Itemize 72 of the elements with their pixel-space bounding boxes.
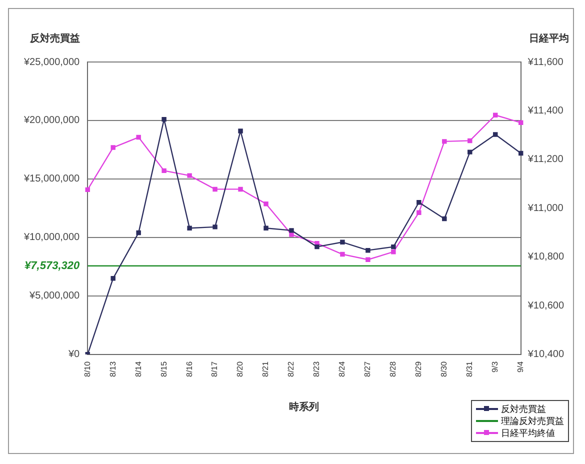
point	[264, 201, 268, 206]
y2-tick-label: ¥10,600	[526, 300, 564, 312]
point	[110, 145, 116, 150]
point	[212, 186, 218, 192]
point	[416, 210, 422, 215]
point	[264, 226, 268, 230]
point	[518, 120, 524, 126]
point	[136, 134, 141, 140]
x-tick-label: 8/17	[210, 360, 220, 378]
point	[442, 139, 447, 144]
point	[162, 168, 166, 174]
point	[468, 138, 472, 144]
y-tick-label: ¥10,000,000	[22, 232, 80, 244]
point	[314, 244, 320, 250]
y-tick-label: ¥15,000,000	[22, 174, 80, 185]
x-tick-label: 8/13	[108, 360, 118, 378]
y-axis-title: 反対売買益	[29, 32, 80, 45]
point	[518, 150, 524, 156]
point	[493, 112, 498, 118]
x-tick-label: 8/15	[159, 360, 168, 378]
y2-tick-label: ¥11,400	[526, 105, 564, 116]
legend-label: 理論反対売買益	[501, 415, 564, 427]
point	[238, 186, 243, 192]
y-tick-label: ¥25,000,000	[22, 56, 80, 68]
y-tick-label: ¥20,000,000	[22, 115, 80, 126]
y2-tick-label: ¥11,200	[526, 154, 564, 166]
point	[468, 150, 472, 154]
x-tick-label: 8/22	[286, 360, 296, 378]
x-tick-label: 8/29	[414, 360, 424, 378]
point	[187, 226, 192, 230]
x-tick-label: 8/30	[440, 360, 449, 378]
y-tick-label: ¥5,000,000	[28, 290, 80, 302]
point	[289, 232, 294, 237]
y2-tick-label: ¥11,600	[526, 56, 564, 68]
point	[340, 252, 345, 257]
text: ¥7,573,320	[24, 260, 80, 272]
point	[391, 249, 396, 254]
y2-axis-title: 日経平均	[528, 32, 569, 45]
x-tick-label: 8/14	[134, 360, 143, 378]
x-tick-label: 8/20	[236, 360, 245, 378]
x-tick-label: 8/24	[338, 360, 347, 378]
y-tick-label: ¥0	[67, 349, 80, 360]
point	[366, 248, 370, 253]
x-tick-label: 8/10	[82, 360, 92, 378]
legend-label: 反対売買益	[501, 403, 546, 415]
point	[442, 216, 447, 222]
x-axis-title: 時系列	[289, 401, 320, 414]
x-tick-label: 8/23	[312, 360, 322, 378]
point	[212, 224, 218, 230]
y2-tick-label: ¥11,000	[526, 202, 564, 214]
legend-label: 日経平均終値	[501, 427, 555, 439]
point	[110, 276, 116, 281]
point	[85, 187, 90, 192]
x-tick-label: 8/16	[184, 360, 194, 378]
x-tick-label: 8/27	[363, 360, 372, 378]
x-tick-label: 9/4	[516, 360, 526, 373]
point	[238, 128, 243, 134]
point	[340, 240, 345, 245]
x-tick-label: 8/21	[261, 360, 270, 378]
point	[136, 230, 141, 236]
point	[162, 116, 166, 122]
x-tick-label: 8/31	[465, 360, 474, 378]
point	[187, 173, 192, 178]
x-tick-label: 8/28	[388, 360, 398, 378]
point	[416, 200, 422, 205]
point	[366, 257, 370, 262]
point	[391, 244, 396, 250]
point	[289, 228, 294, 233]
point	[493, 132, 498, 137]
x-tick-label: 9/3	[490, 360, 500, 373]
y2-tick-label: ¥10,800	[526, 252, 564, 263]
y2-tick-label: ¥10,400	[526, 349, 564, 360]
